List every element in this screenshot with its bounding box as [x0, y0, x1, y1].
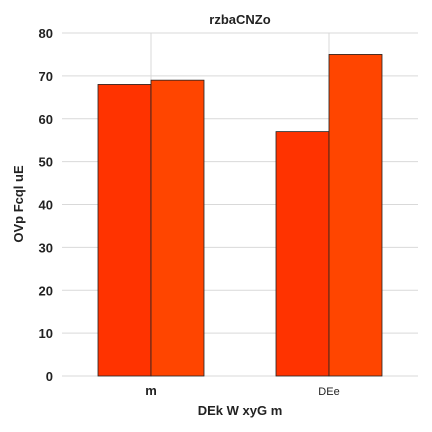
- chart-title: rzbaCNZo: [209, 12, 270, 27]
- y-tick-label: 20: [39, 283, 53, 298]
- y-tick-label: 60: [39, 112, 53, 127]
- x-axis-label: DEk W xyG m: [198, 403, 283, 418]
- bar-m-series-2: [150, 79, 205, 377]
- x-tick-labels: m DEe: [145, 383, 339, 398]
- y-tick-label: 10: [39, 326, 53, 341]
- bar-m-series-1: [97, 84, 152, 377]
- bar-DEe-series-1: [275, 131, 330, 377]
- y-tick-label: 50: [39, 155, 53, 170]
- bar-DEe-series-2: [328, 54, 383, 377]
- bars: [97, 54, 383, 377]
- x-tick-label: m: [145, 383, 157, 398]
- y-tick-label: 30: [39, 240, 53, 255]
- y-tick-label: 40: [39, 198, 53, 213]
- y-tick-labels: 0 10 20 30 40 50 60 70 80: [39, 26, 53, 384]
- y-tick-label: 80: [39, 26, 53, 41]
- y-tick-label: 70: [39, 69, 53, 84]
- y-axis-label: OVp Fcql uE: [11, 165, 26, 243]
- y-tick-label: 0: [46, 369, 53, 384]
- x-tick-label: DEe: [318, 386, 339, 398]
